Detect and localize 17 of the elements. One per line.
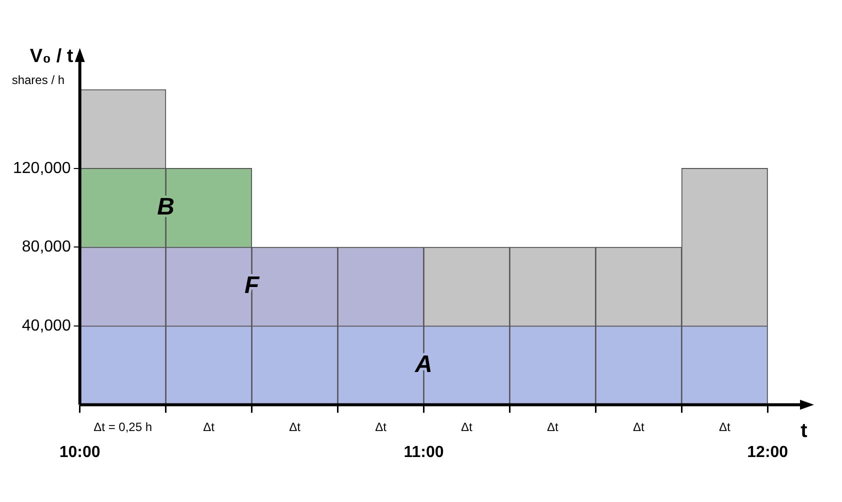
x-axis-title: t xyxy=(800,420,808,442)
text: Δt xyxy=(718,420,731,434)
y-axis-title: V₀ / t xyxy=(30,46,74,67)
text: Δt xyxy=(289,420,302,434)
y-tick-label: 120,000 xyxy=(12,160,71,177)
x-tick-label: 10:00 xyxy=(59,444,100,461)
y-tick-label: 40,000 xyxy=(22,317,71,334)
text: shares / h xyxy=(12,73,65,87)
text: Δt xyxy=(632,420,645,434)
text: Δt xyxy=(375,420,388,434)
text: Δt xyxy=(547,420,560,434)
y-tick-label: 80,000 xyxy=(22,238,71,256)
text: Δt = 0,25 h xyxy=(94,420,152,434)
x-tick-label: 12:00 xyxy=(747,444,788,461)
text: Δt xyxy=(203,420,216,434)
text: Δt xyxy=(461,420,474,434)
x-tick-label: 11:00 xyxy=(404,444,444,461)
